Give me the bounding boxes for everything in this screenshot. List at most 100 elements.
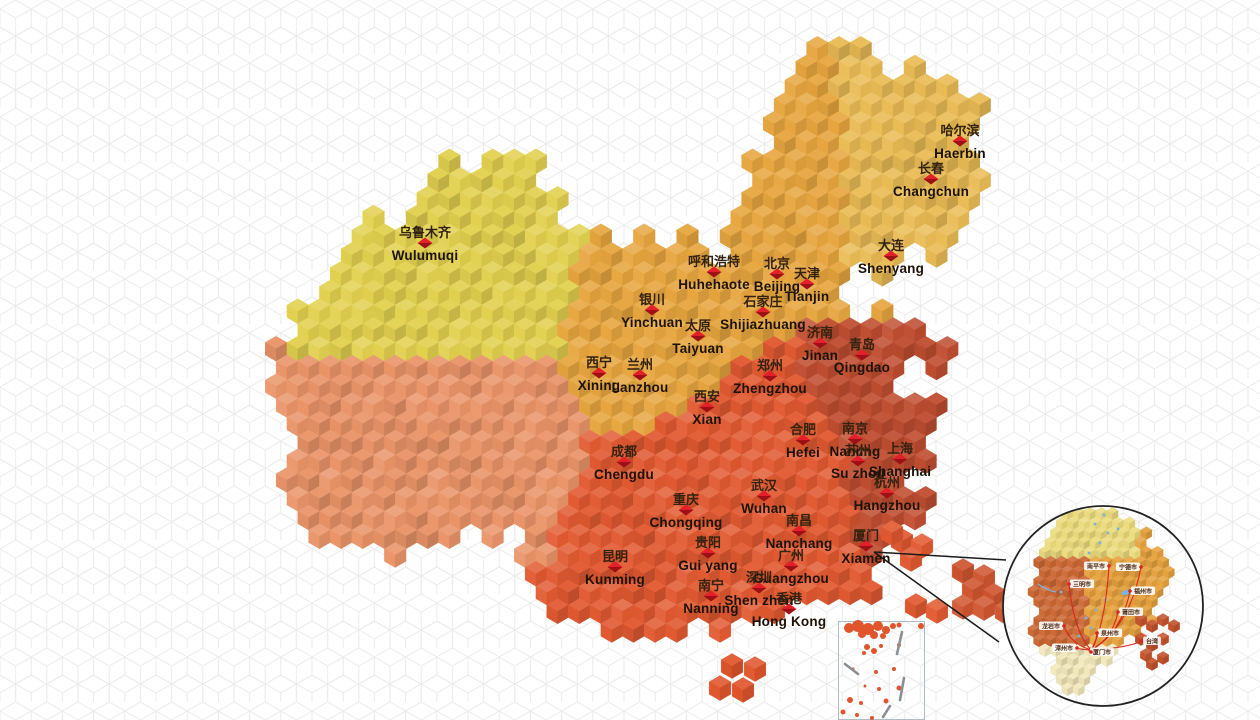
city-marker-icon-shadow: [781, 609, 797, 615]
city-marker-icon[interactable]: [847, 433, 863, 440]
city-marker-icon[interactable]: [690, 330, 706, 337]
city-marker-icon-shadow: [699, 407, 715, 413]
scs-island-dot: [896, 622, 902, 628]
city-lanzhou[interactable]: 兰州 Lanzhou: [612, 357, 669, 395]
city-zhengzhou[interactable]: 郑州 Zhengzhou: [733, 358, 807, 396]
scs-island-dot: [847, 697, 853, 703]
city-marker-icon[interactable]: [892, 453, 908, 460]
city-marker-icon[interactable]: [703, 590, 719, 597]
city-shijiazhuang[interactable]: 石家庄 Shijiazhuang: [720, 294, 806, 332]
city-jinan[interactable]: 济南 Jinan: [802, 325, 838, 363]
city-tianjin[interactable]: 天津 Tianjin: [785, 266, 830, 304]
scs-island-dot: [874, 670, 878, 674]
city-xiamen[interactable]: 厦门 Xiamen: [841, 528, 890, 566]
city-name-zh: 济南: [807, 325, 833, 340]
city-haerbin[interactable]: 哈尔滨 Haerbin: [934, 123, 986, 161]
city-chongqing[interactable]: 重庆 Chongqing: [649, 492, 722, 530]
city-marker-icon[interactable]: [632, 369, 648, 376]
city-marker-icon[interactable]: [751, 582, 767, 589]
city-marker-icon[interactable]: [854, 349, 870, 356]
city-marker-icon[interactable]: [762, 370, 778, 377]
inset-water-dot: [1093, 522, 1097, 526]
city-marker-icon[interactable]: [607, 561, 623, 568]
city-marker-icon[interactable]: [923, 173, 939, 180]
city-marker-icon[interactable]: [769, 268, 785, 275]
city-wulumuqi[interactable]: 乌鲁木齐 Wulumuqi: [392, 225, 459, 263]
inset-water-dot: [1098, 541, 1102, 545]
city-nanning[interactable]: 南宁 Nanning: [683, 578, 738, 616]
city-marker-icon-shadow: [690, 336, 706, 342]
city-shen-zhen[interactable]: 深圳 Shen zhen: [724, 570, 793, 608]
city-taiyuan[interactable]: 太原 Taiyuan: [672, 318, 723, 356]
city-hefei[interactable]: 合肥 Hefei: [786, 422, 820, 460]
city-xining[interactable]: 西宁 Xining: [578, 355, 620, 393]
city-beijing[interactable]: 北京 Beijing: [754, 256, 800, 294]
city-name-zh: 香港: [775, 591, 803, 606]
city-name-zh: 西安: [694, 389, 720, 404]
scs-island-dot: [890, 623, 896, 629]
city-gui-yang[interactable]: 贵阳 Gui yang: [678, 535, 737, 573]
city-marker-icon[interactable]: [699, 401, 715, 408]
city-wuhan[interactable]: 武汉 Wuhan: [741, 478, 787, 516]
city-yinchuan[interactable]: 银川 Yinchuan: [621, 292, 683, 330]
city-marker-icon[interactable]: [678, 504, 694, 511]
city-hong-kong[interactable]: 香港 Hong Kong: [752, 591, 827, 629]
city-marker-icon[interactable]: [812, 337, 828, 344]
city-marker-icon-shadow: [751, 588, 767, 594]
city-marker-icon[interactable]: [783, 560, 799, 567]
city-marker-icon[interactable]: [417, 237, 433, 244]
city-nanchang[interactable]: 南昌 Nanchang: [766, 513, 833, 551]
city-marker-icon[interactable]: [755, 306, 771, 313]
inset-water-dot: [1059, 590, 1063, 594]
city-qingdao[interactable]: 青岛 Qingdao: [834, 337, 890, 375]
city-name-en: Lanzhou: [612, 380, 669, 395]
city-marker-icon[interactable]: [781, 603, 797, 610]
island-hex-clusters: [708, 520, 1018, 703]
city-guangzhou[interactable]: 广州 Guangzhou: [753, 548, 829, 586]
city-marker-icon[interactable]: [952, 135, 968, 142]
city-name-en: Zhengzhou: [733, 381, 807, 396]
svg-text:漳州市: 漳州市: [1055, 644, 1073, 652]
city-shenyang[interactable]: 大连 Shenyang: [858, 238, 924, 276]
city-name-en: Chengdu: [594, 467, 654, 482]
city-chengdu[interactable]: 成都 Chengdu: [594, 444, 654, 482]
city-name-zh: 合肥: [790, 422, 816, 437]
scs-island-dot: [871, 648, 877, 654]
city-su-zhou[interactable]: 苏州 Su zhou: [831, 443, 885, 481]
mainland-hex-mosaic: [264, 36, 991, 643]
city-marker-icon[interactable]: [700, 547, 716, 554]
city-marker-icon[interactable]: [795, 434, 811, 441]
scs-island-dot: [879, 644, 883, 648]
city-nanjing[interactable]: 南京 Nanjing: [830, 421, 881, 459]
city-marker-icon[interactable]: [644, 304, 660, 311]
city-hangzhou[interactable]: 杭州 Hangzhou: [854, 475, 921, 513]
city-marker-icon[interactable]: [756, 490, 772, 497]
city-marker-icon[interactable]: [883, 250, 899, 257]
city-marker-icon[interactable]: [706, 266, 722, 273]
city-marker-icon[interactable]: [616, 456, 632, 463]
city-changchun[interactable]: 长春 Changchun: [893, 161, 969, 199]
city-marker-icon[interactable]: [850, 455, 866, 462]
city-marker-icon[interactable]: [858, 540, 874, 547]
city-marker-icon[interactable]: [879, 487, 895, 494]
inset-water-dot: [1087, 551, 1091, 555]
city-name-zh: 石家庄: [742, 294, 782, 309]
city-marker-icon[interactable]: [799, 278, 815, 285]
city-name-zh: 苏州: [845, 443, 871, 458]
inset-city-label: 泉州市: [1095, 628, 1123, 637]
city-xian[interactable]: 西安 Xian: [692, 389, 721, 427]
city-name-zh: 天津: [794, 266, 820, 281]
city-shanghai[interactable]: 上海 Shanghai: [869, 441, 931, 479]
city-marker-icon-shadow: [755, 312, 771, 318]
scs-island-dot: [873, 621, 883, 631]
city-name-zh: 银川: [639, 292, 665, 307]
city-marker-icon-shadow: [769, 274, 785, 280]
inset-water-dot: [1077, 634, 1081, 638]
city-name-en: Kunming: [585, 572, 645, 587]
city-marker-icon[interactable]: [591, 367, 607, 374]
city-kunming[interactable]: 昆明 Kunming: [585, 549, 645, 587]
city-marker-icon[interactable]: [791, 525, 807, 532]
inset-water-dot: [1102, 513, 1106, 517]
city-huhehaote[interactable]: 呼和浩特 Huhehaote: [678, 254, 750, 292]
